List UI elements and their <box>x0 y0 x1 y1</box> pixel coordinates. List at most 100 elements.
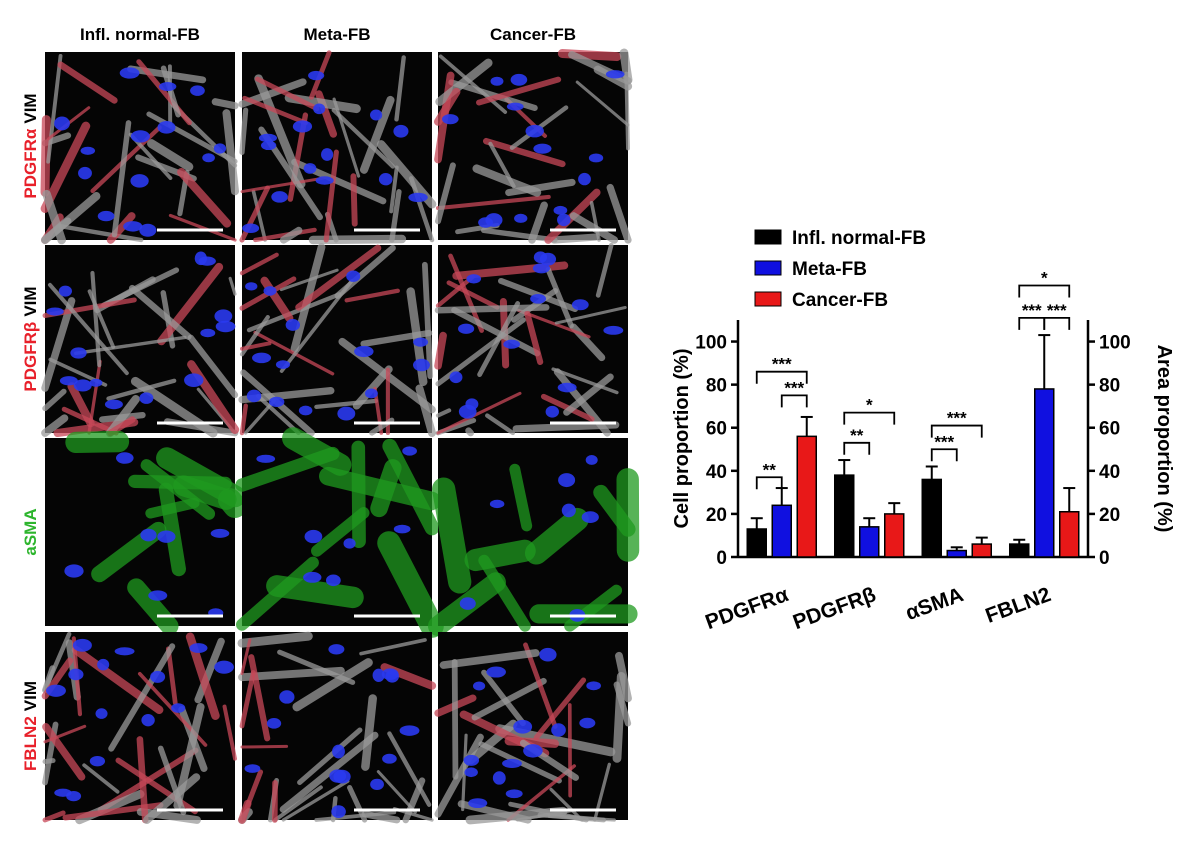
nucleus <box>70 347 86 358</box>
nucleus <box>54 789 71 797</box>
fiber <box>624 53 628 80</box>
fiber <box>45 761 53 762</box>
nucleus <box>473 681 485 690</box>
bar <box>922 479 941 557</box>
nucleus <box>60 376 78 385</box>
nucleus <box>150 671 165 683</box>
fiber <box>242 746 287 747</box>
nucleus <box>139 224 156 237</box>
y-tick-label: 100 <box>695 333 727 354</box>
bar <box>885 514 904 557</box>
nucleus <box>245 764 261 773</box>
nucleus <box>214 143 226 153</box>
y2-tick-label: 60 <box>1099 419 1120 440</box>
nucleus <box>586 455 598 465</box>
y2-tick-label: 0 <box>1099 548 1110 569</box>
nucleus <box>394 525 411 534</box>
nucleus <box>328 644 344 654</box>
y-tick-label: 60 <box>706 419 727 440</box>
image-panel <box>45 632 235 820</box>
fiber <box>358 447 359 541</box>
fiber <box>76 442 118 443</box>
nucleus <box>382 668 399 679</box>
nucleus <box>506 789 523 798</box>
row-marker: PDGFRβ <box>21 322 40 392</box>
column-header: Infl. normal-FB <box>80 25 200 44</box>
nucleus <box>216 321 236 332</box>
nucleus <box>190 85 205 96</box>
y-tick-label: 0 <box>716 548 727 569</box>
significance-label: *** <box>1022 301 1042 320</box>
nucleus <box>105 400 123 410</box>
nucleus <box>507 103 524 111</box>
nucleus <box>354 346 373 357</box>
fiber <box>230 500 235 506</box>
row-counterstain: VIM <box>21 681 40 711</box>
nucleus <box>259 134 277 142</box>
nucleus <box>586 681 601 690</box>
nucleus <box>157 530 175 542</box>
x-tick-label: PDGFRβ <box>790 583 879 634</box>
nucleus <box>267 718 281 729</box>
bar <box>1035 389 1054 557</box>
nucleus <box>81 147 96 155</box>
column-header: Cancer-FB <box>490 25 576 44</box>
x-tick-label: PDGFRα <box>702 583 791 634</box>
nucleus <box>578 173 591 185</box>
legend-label: Cancer-FB <box>792 290 888 311</box>
fiber <box>242 804 248 820</box>
nucleus <box>400 725 420 736</box>
y2-tick-label: 100 <box>1099 333 1131 354</box>
nucleus <box>442 114 459 124</box>
nucleus <box>464 755 479 766</box>
nucleus <box>490 500 505 508</box>
nucleus <box>46 307 64 315</box>
image-panel <box>438 52 628 240</box>
row-marker: aSMA <box>21 508 40 555</box>
nucleus <box>90 756 105 766</box>
significance-label: *** <box>1047 301 1067 320</box>
image-panel <box>438 245 628 433</box>
nucleus <box>115 647 135 655</box>
legend-swatch <box>755 292 781 306</box>
row-counterstain: VIM <box>21 93 40 123</box>
bar <box>772 505 791 557</box>
nucleus <box>554 206 568 215</box>
nucleus <box>546 406 559 418</box>
nucleus <box>98 211 115 221</box>
bar <box>1010 544 1029 557</box>
image-panel <box>242 245 432 433</box>
nucleus <box>195 252 207 266</box>
nucleus <box>59 286 72 297</box>
nucleus <box>245 282 257 290</box>
nucleus <box>171 703 185 713</box>
image-panel <box>45 52 235 240</box>
bar <box>797 436 816 557</box>
nucleus <box>148 590 167 600</box>
nucleus <box>252 353 271 364</box>
significance-label: *** <box>772 355 792 374</box>
nucleus <box>159 82 176 91</box>
nucleus <box>264 286 277 296</box>
image-panel <box>45 245 235 433</box>
nucleus <box>293 120 312 132</box>
significance-label: ** <box>763 460 777 479</box>
nucleus <box>511 74 528 86</box>
nucleus <box>464 767 478 777</box>
bar <box>972 544 991 557</box>
nucleus <box>305 530 323 543</box>
nucleus <box>247 390 261 403</box>
nucleus <box>579 718 595 729</box>
nucleus <box>557 214 570 227</box>
nucleus <box>379 173 393 185</box>
fiber <box>455 662 456 777</box>
nucleus <box>382 754 397 764</box>
nucleus <box>131 130 150 142</box>
nucleus <box>458 324 474 334</box>
nucleus <box>346 270 360 281</box>
y-tick-label: 40 <box>706 462 727 483</box>
nucleus <box>413 337 428 346</box>
fiber <box>444 489 460 582</box>
x-tick-label: FBLN2 <box>983 583 1054 628</box>
nucleus <box>540 253 556 266</box>
